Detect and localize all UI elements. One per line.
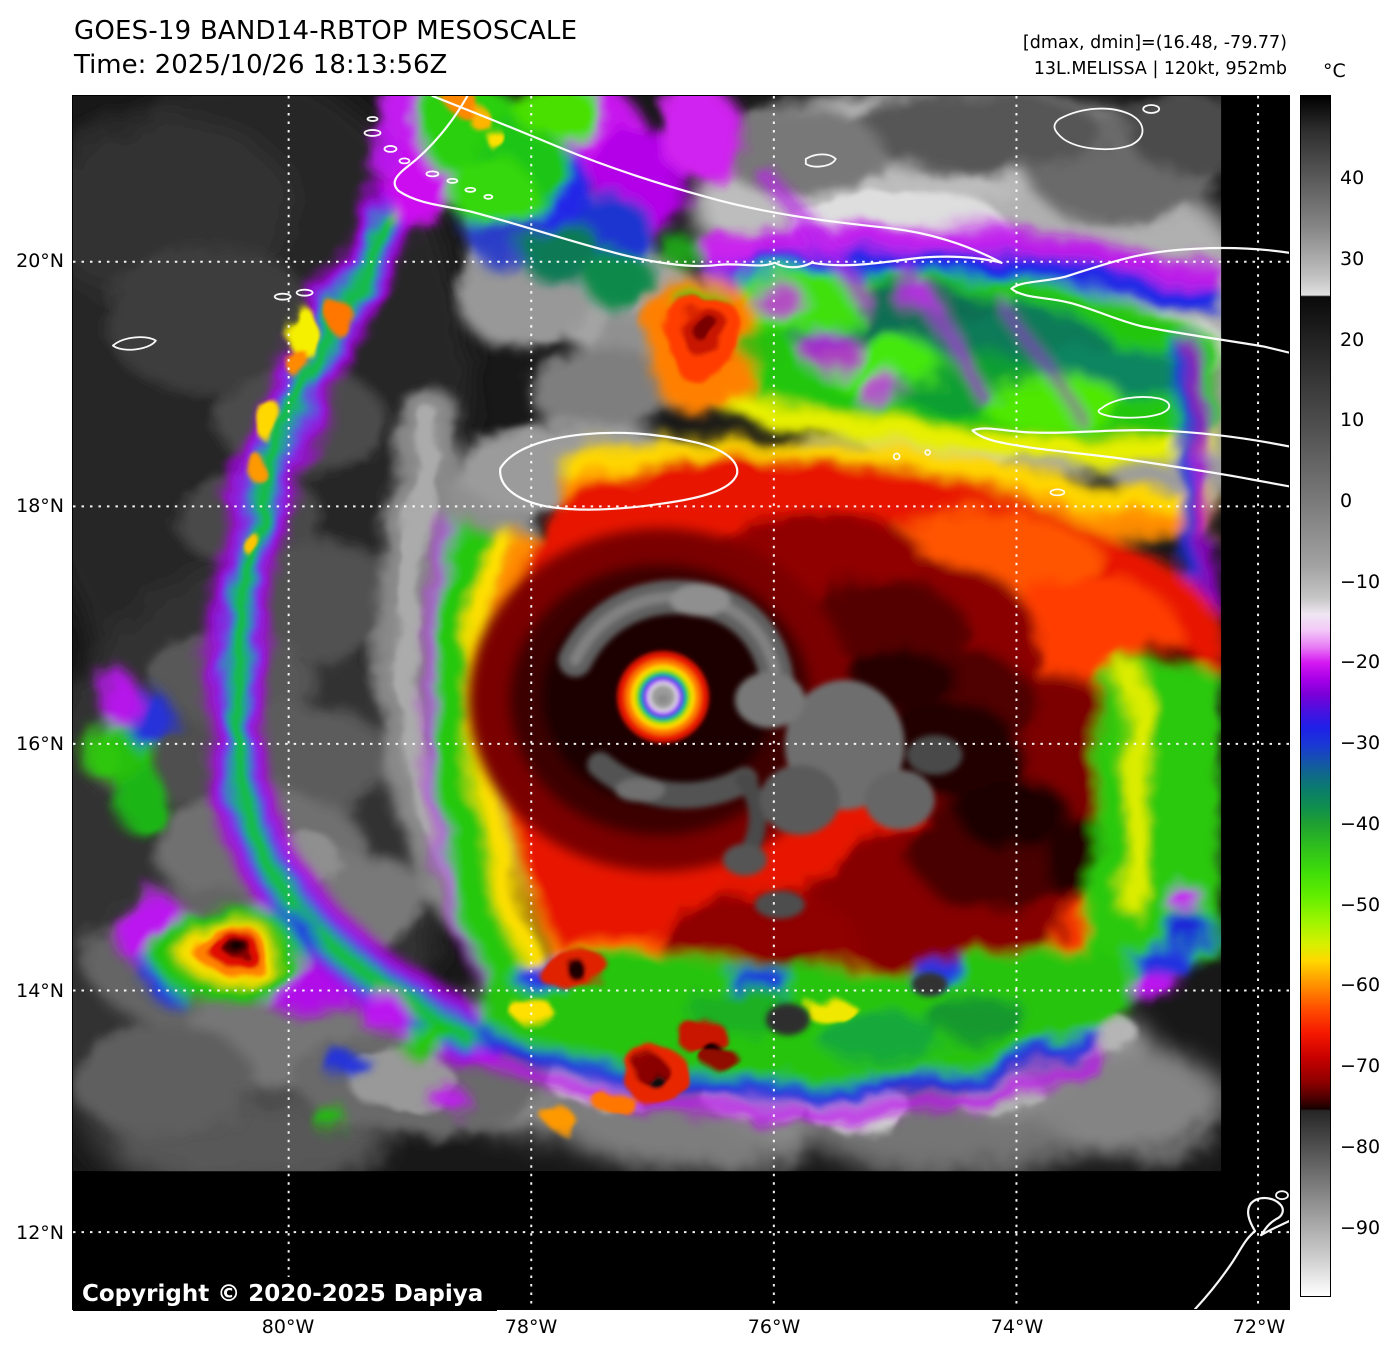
coastline-haiti-north <box>1010 246 1289 354</box>
coastline-cayman-brac <box>295 288 314 297</box>
lon-tick-label: 76°W <box>747 1316 801 1338</box>
storm-intensity-readout: 13L.MELISSA | 120kt, 952mb <box>1033 59 1287 79</box>
colorbar-tick-label: −60 <box>1340 974 1381 997</box>
coastline-haiti-south <box>971 427 1289 488</box>
coastline-gonave <box>1097 396 1171 419</box>
colorbar-unit-label: °C <box>1323 60 1346 82</box>
coastline-ile-a-vache <box>1049 488 1066 497</box>
coastline-great-inagua <box>1053 107 1144 151</box>
coastline-little-cayman <box>273 292 292 301</box>
colorbar-tick-label: −80 <box>1340 1135 1381 1158</box>
timestamp: Time: 2025/10/26 18:13:56Z <box>74 50 448 80</box>
colorbar-tick-label: −50 <box>1340 893 1381 916</box>
dmax-dmin-readout: [dmax, dmin]=(16.48, -79.77) <box>1022 33 1287 53</box>
grid-lines <box>73 96 1289 1309</box>
colorbar <box>1300 95 1331 1297</box>
page-title: GOES-19 BAND14-RBTOP MESOSCALE <box>74 16 578 46</box>
lat-tick-label: 16°N <box>16 733 64 755</box>
coastline-cays <box>363 104 1161 200</box>
coastline-nipe-bay <box>804 153 837 168</box>
coastline-navassa <box>892 452 901 461</box>
lon-tick-label: 72°W <box>1232 1316 1286 1338</box>
lon-tick-label: 80°W <box>261 1316 315 1338</box>
lat-tick-label: 12°N <box>16 1222 64 1244</box>
coastline-sa-island <box>1275 1190 1289 1201</box>
colorbar-tick-label: −90 <box>1340 1216 1381 1239</box>
coastline-cuba-south <box>393 96 1003 269</box>
lon-tick-label: 78°W <box>504 1316 558 1338</box>
colorbar-tick-label: 0 <box>1340 490 1353 513</box>
coastline-jamaica <box>499 431 739 511</box>
colorbar-tick-label: −30 <box>1340 732 1381 755</box>
colorbar-tick-label: 20 <box>1340 328 1365 351</box>
hurricane-eye <box>617 651 709 743</box>
colorbar-tick-label: 10 <box>1340 409 1365 432</box>
lat-tick-label: 14°N <box>16 980 64 1002</box>
colorbar-tick-label: −70 <box>1340 1055 1381 1078</box>
coastline-grand-cayman <box>112 336 157 351</box>
colorbar-tick-label: 30 <box>1340 247 1365 270</box>
copyright-label: Copyright © 2020-2025 Dapiya <box>73 1277 498 1311</box>
satellite-image <box>73 96 1289 1309</box>
lon-tick-label: 74°W <box>990 1316 1044 1338</box>
coastlines <box>112 96 1289 1309</box>
colorbar-tick-label: −10 <box>1340 570 1381 593</box>
colorbar-tick-label: −20 <box>1340 651 1381 674</box>
colorbar-tick-label: −40 <box>1340 812 1381 835</box>
satellite-map: Copyright © 2020-2025 Dapiya <box>72 95 1290 1311</box>
lat-tick-label: 18°N <box>16 495 64 517</box>
lat-tick-label: 20°N <box>16 250 64 272</box>
coastline-south-america <box>1194 1196 1289 1309</box>
coastline-cuba-north <box>431 96 1003 264</box>
storm-info: [dmax, dmin]=(16.48, -79.77) 13L.MELISSA … <box>1023 30 1287 82</box>
colorbar-tick-label: 40 <box>1340 167 1365 190</box>
